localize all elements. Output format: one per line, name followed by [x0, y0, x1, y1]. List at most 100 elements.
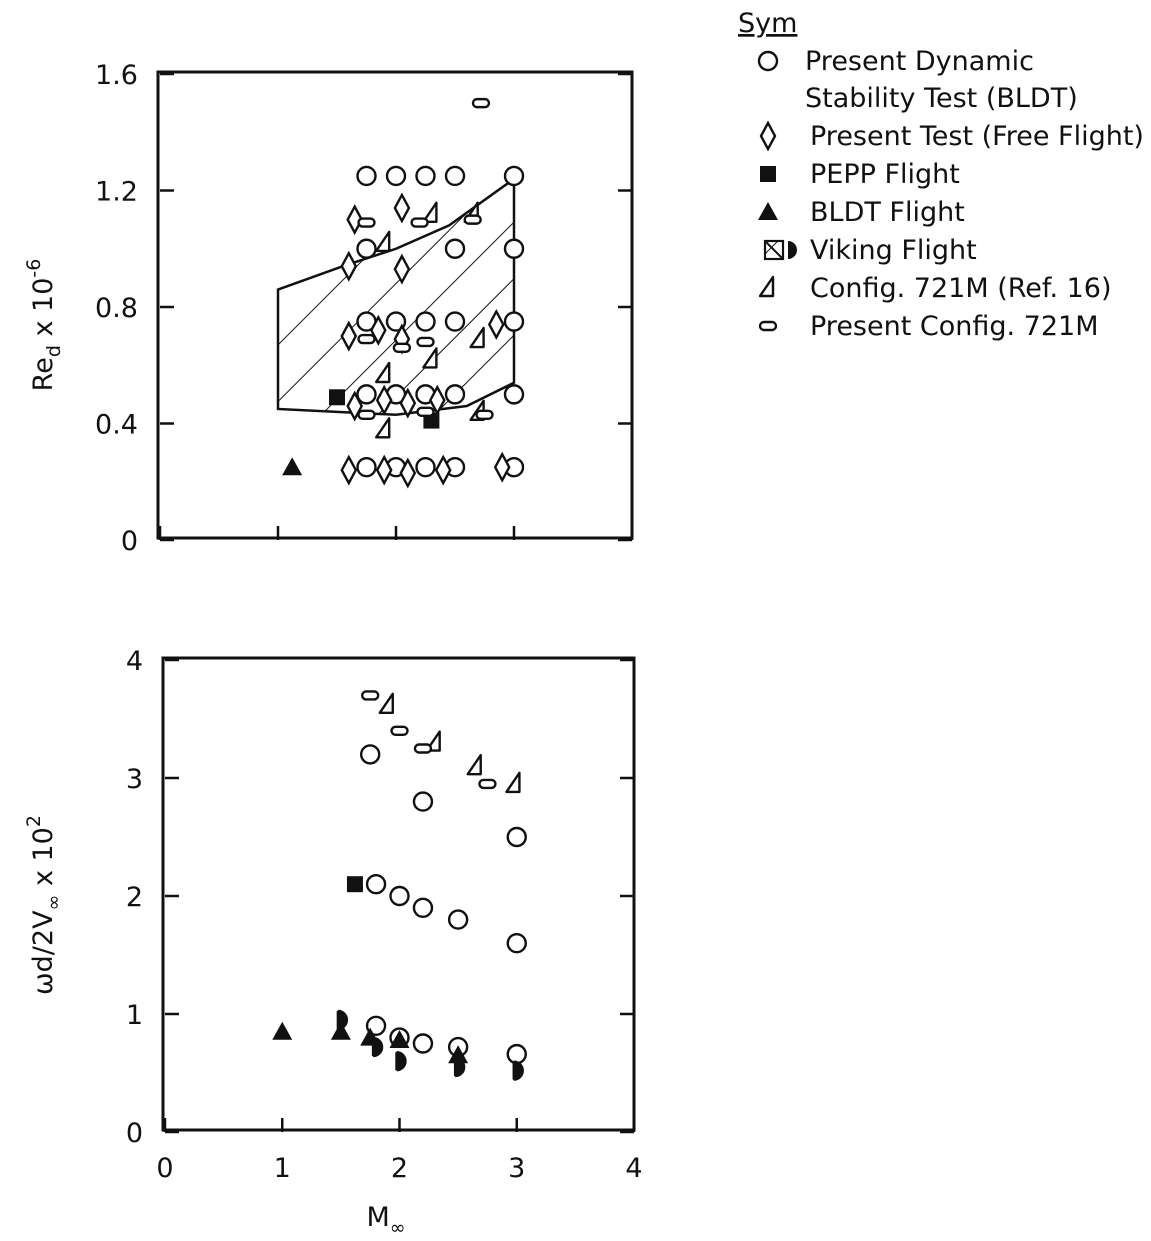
bottom-x-tick-label: 2: [391, 1153, 408, 1184]
bottom-point-present-dynamic-stability-test-bldt: [412, 791, 434, 812]
bottom-point-present-dynamic-stability-test-bldt: [412, 897, 434, 918]
top-point-present-dynamic-stability-test-bldt: [356, 165, 377, 187]
top-point-present-dynamic-stability-test-bldt: [503, 384, 525, 405]
bottom-point-config-721m-ref-16: [378, 692, 394, 715]
viking-flight-region: [276, 176, 516, 417]
top-y-tick-label: 0.4: [95, 410, 138, 441]
bottom-y-tick-label: 4: [126, 646, 143, 677]
legend-symbol-square-filled: [760, 166, 776, 182]
bottom-y-tick-label: 3: [126, 764, 143, 795]
bottom-point-bldt-flight: [330, 1021, 351, 1040]
legend-symbol-flagged-triangle-open: [758, 275, 775, 298]
top-point-present-dynamic-stability-test-bldt: [385, 165, 407, 187]
legend: Sym Present Dynamic Stability Test (BLDT)…: [738, 8, 1144, 342]
top-point-present-config-721m: [357, 409, 376, 420]
top-point-present-config-721m: [392, 342, 412, 353]
top-point-present-config-721m: [357, 217, 376, 228]
top-point-config-721m-ref-16: [375, 417, 391, 439]
bottom-y-tick-label: 0: [126, 1118, 143, 1149]
bottom-point-present-dynamic-stability-test-bldt: [506, 826, 527, 848]
top-point-config-721m-ref-16: [422, 347, 438, 369]
top-point-present-test-free-flight: [340, 250, 358, 282]
top-y-tick-label: 0.8: [95, 293, 138, 324]
bottom-point-viking-flight: [453, 1056, 466, 1078]
top-point-present-dynamic-stability-test-bldt: [444, 384, 466, 405]
bottom-point-bldt-flight: [389, 1029, 410, 1048]
legend-symbol-hatch-and-half-filled-circle: [763, 239, 797, 261]
top-point-present-test-free-flight: [340, 454, 358, 486]
top-point-present-config-721m: [471, 97, 491, 109]
top-point-present-config-721m: [475, 409, 494, 420]
bottom-point-present-dynamic-stability-test-bldt: [365, 874, 387, 895]
legend-entry-label: PEPP Flight: [810, 159, 960, 190]
legend-symbol-circle-open: [757, 50, 779, 72]
top-point-present-dynamic-stability-test-bldt: [503, 165, 525, 187]
top-point-present-test-free-flight: [399, 387, 417, 419]
top-point-config-721m-ref-16: [469, 326, 485, 349]
bottom-point-present-dynamic-stability-test-bldt: [359, 744, 381, 765]
bottom-point-config-721m-ref-16: [505, 771, 521, 794]
top-point-present-dynamic-stability-test-bldt: [503, 311, 525, 332]
top-point-present-config-721m: [357, 333, 376, 345]
top-point-present-dynamic-stability-test-bldt: [356, 384, 377, 405]
top-point-present-test-free-flight: [375, 454, 393, 486]
top-point-present-config-721m: [416, 406, 435, 418]
top-point-pepp-flight: [329, 389, 345, 406]
top-point-present-test-free-flight: [493, 451, 511, 483]
top-point-present-dynamic-stability-test-bldt: [356, 238, 377, 259]
legend-entry-label: Present Test (Free Flight): [810, 121, 1144, 152]
top-point-present-test-free-flight: [487, 308, 505, 341]
legend-symbol-diamond-open: [759, 120, 777, 152]
legend-entry-label: Config. 721M (Ref. 16): [810, 273, 1112, 304]
top-point-present-dynamic-stability-test-bldt: [444, 165, 466, 187]
legend-symbol-oval-open: [758, 320, 778, 332]
bottom-point-present-config-721m: [390, 725, 409, 736]
legend-entry-label: Viking Flight: [810, 235, 977, 266]
bottom-point-bldt-flight: [448, 1045, 469, 1064]
top-point-present-dynamic-stability-test-bldt: [415, 311, 436, 332]
top-chart: 0 0.4 0.8 1.2 1.6 Red x 10-6: [23, 60, 634, 557]
top-point-present-test-free-flight: [434, 454, 452, 486]
bottom-x-tick-label: 3: [508, 1153, 525, 1184]
legend-entry-label: Present Config. 721M: [810, 311, 1099, 342]
bottom-point-present-dynamic-stability-test-bldt: [412, 1033, 434, 1054]
top-y-tick-label: 1.6: [95, 60, 138, 91]
bottom-point-pepp-flight: [346, 876, 363, 893]
top-point-present-config-721m: [416, 336, 435, 348]
top-point-present-config-721m: [463, 214, 482, 225]
bottom-point-bldt-flight: [272, 1021, 293, 1040]
bottom-x-tick-label: 0: [156, 1153, 173, 1184]
legend-symbol-triangle-filled: [758, 202, 778, 220]
top-y-axis-label: Red x 10-6: [23, 259, 65, 392]
bottom-y-tick-label: 2: [126, 882, 143, 913]
top-point-config-721m-ref-16: [375, 230, 391, 253]
bottom-point-present-dynamic-stability-test-bldt: [506, 933, 527, 954]
top-y-tick-label: 1.2: [95, 177, 138, 208]
bottom-point-present-dynamic-stability-test-bldt: [506, 1043, 527, 1065]
top-point-bldt-flight: [282, 457, 303, 476]
bottom-chart: 0 1 2 3 4 0 1 2 3 4 ωd/2V∞ x 102 M∞: [23, 646, 643, 1239]
bottom-point-viking-flight: [395, 1051, 407, 1072]
bottom-y-axis-label: ωd/2V∞ x 102: [23, 815, 65, 995]
svg-text:Red x 10-6: Red x 10-6: [23, 259, 65, 392]
bottom-point-viking-flight: [371, 1036, 384, 1058]
top-point-present-test-free-flight: [393, 192, 411, 224]
bottom-point-present-config-721m: [360, 690, 380, 701]
bottom-point-viking-flight: [512, 1060, 524, 1081]
top-point-present-config-721m: [410, 217, 429, 228]
top-point-config-721m-ref-16: [375, 361, 391, 384]
top-point-present-dynamic-stability-test-bldt: [415, 456, 436, 478]
top-point-present-test-free-flight: [393, 253, 411, 285]
legend-entry-label: BLDT Flight: [810, 197, 965, 228]
bottom-point-present-dynamic-stability-test-bldt: [389, 885, 410, 907]
top-y-tick-label: 0: [121, 526, 138, 557]
legend-title: Sym: [738, 8, 797, 39]
legend-entry-label: Present Dynamic: [805, 46, 1034, 77]
top-point-present-test-free-flight: [399, 457, 417, 489]
bottom-x-axis-label: M∞: [366, 1202, 405, 1239]
bottom-x-tick-label: 4: [625, 1153, 642, 1184]
top-point-present-dynamic-stability-test-bldt: [503, 238, 525, 259]
top-point-present-test-free-flight: [375, 384, 393, 416]
bottom-y-tick-label: 1: [126, 1000, 143, 1031]
